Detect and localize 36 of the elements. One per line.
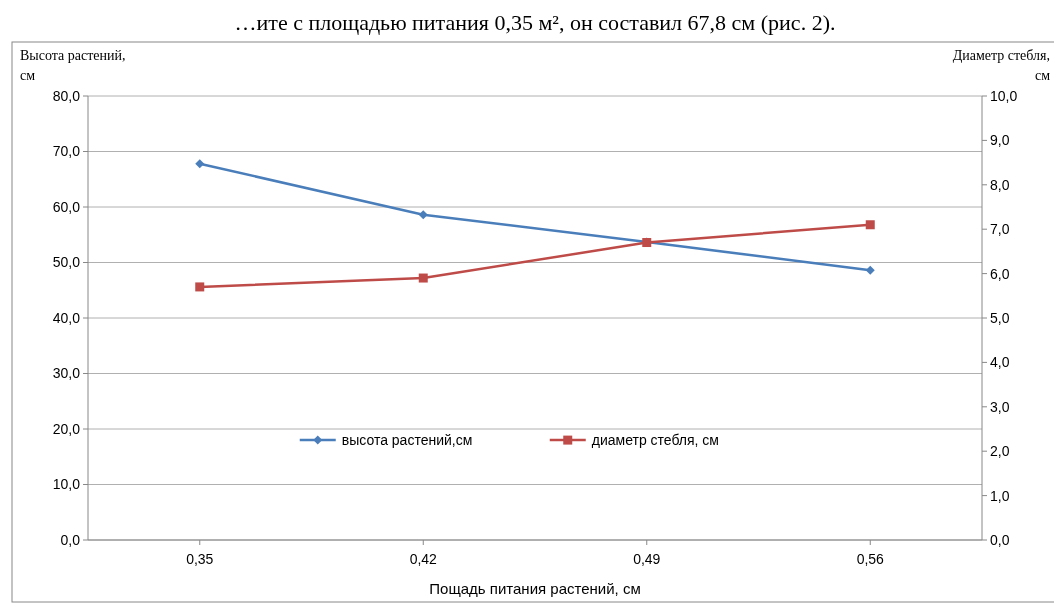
y2-tick-label: 5,0 — [990, 309, 1010, 326]
y2-tick-label: 2,0 — [990, 443, 1010, 460]
legend-label: высота растений,см — [341, 432, 473, 448]
y-axis-title: Высота растений, см — [20, 48, 126, 83]
y2-tick-label: 10,0 — [990, 87, 1018, 104]
y2-tick-label: 1,0 — [990, 487, 1010, 504]
y-tick-label: 70,0 — [52, 143, 81, 160]
y-tick-label: 80,0 — [52, 87, 81, 104]
text: …ите с площадью питания 0,35 м², он составил 67,8 см (рис. 2). — [234, 10, 836, 35]
point — [195, 282, 205, 292]
y-tick-label: 30,0 — [52, 365, 81, 382]
point — [195, 159, 205, 169]
x-tick-label: 0,35 — [186, 551, 214, 567]
y-tick-label: 40,0 — [52, 309, 81, 326]
y2-tick-label: 8,0 — [990, 176, 1010, 193]
x-tick-label: 0,49 — [633, 551, 661, 567]
y-tick-label: 10,0 — [52, 476, 81, 493]
x-tick-label: 0,42 — [409, 551, 438, 567]
x-axis-title: Пощадь питания растений, см — [429, 580, 641, 597]
y-tick-label: 0,0 — [60, 531, 81, 548]
point — [418, 273, 428, 283]
y-tick-label: 20,0 — [52, 420, 81, 437]
point — [418, 210, 428, 220]
y-tick-label: 60,0 — [52, 198, 81, 215]
x-tick-label: 0,56 — [856, 551, 885, 567]
y2-tick-label: 3,0 — [990, 398, 1010, 415]
y2-tick-label: 9,0 — [990, 132, 1010, 149]
point — [865, 265, 875, 275]
y2-tick-label: 6,0 — [990, 265, 1010, 282]
legend-label: диаметр стебля, см — [591, 432, 719, 448]
y2-axis-title: Диаметр стебля, см — [952, 48, 1051, 83]
y2-tick-label: 4,0 — [990, 354, 1010, 371]
y2-tick-label: 0,0 — [990, 531, 1010, 548]
y2-tick-label: 7,0 — [990, 221, 1010, 238]
point — [865, 220, 875, 230]
y-tick-label: 50,0 — [52, 254, 81, 271]
